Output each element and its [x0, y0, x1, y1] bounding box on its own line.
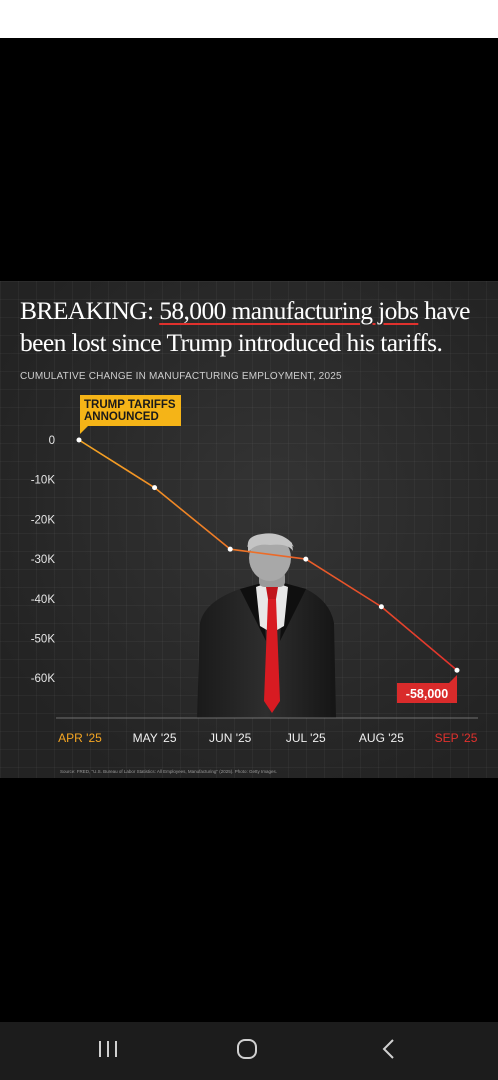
- data-point: [76, 437, 82, 443]
- x-axis: APR '25 MAY '25 JUN '25 JUL '25 AUG '25 SEP '…: [58, 731, 478, 745]
- callout-pointer: [80, 426, 88, 434]
- series-segment: [78, 439, 156, 489]
- series-segment: [154, 487, 231, 550]
- headline-suffix: have been lost since Trump introduced hi…: [20, 296, 470, 357]
- series-segment: [305, 558, 382, 608]
- trump-photo: [197, 533, 336, 718]
- y-axis: 0 -10K -20K -30K -40K -50K -60K: [31, 435, 56, 685]
- chart-subtitle: CUMULATIVE CHANGE IN MANUFACTURING EMPLO…: [20, 371, 342, 382]
- y-tick-label: -40K: [31, 594, 56, 606]
- headline-highlight: 58,000 manufacturing jobs: [159, 296, 419, 325]
- y-tick-label: -30K: [31, 554, 56, 566]
- status-bar: [0, 0, 498, 38]
- x-tick-label: AUG '25: [359, 731, 404, 745]
- x-tick-label: APR '25: [58, 731, 102, 745]
- callout-text: ANNOUNCED: [84, 411, 159, 423]
- headline-prefix: BREAKING:: [20, 296, 160, 325]
- end-label-box: [397, 683, 457, 703]
- system-nav-bar: [0, 1022, 498, 1080]
- source-note: Source: FRED, "U.S. Bureau of Labor Stat…: [60, 769, 278, 774]
- home-button[interactable]: [236, 1038, 258, 1060]
- headline: BREAKING: 58,000 manufacturing jobs have…: [20, 295, 485, 359]
- x-tick-label: SEP '25: [435, 731, 478, 745]
- data-point: [303, 556, 309, 562]
- x-tick-label: JUL '25: [286, 731, 326, 745]
- data-point: [152, 485, 158, 491]
- data-point: [454, 667, 460, 673]
- y-tick-label: -60K: [31, 673, 56, 685]
- series-segment: [380, 606, 458, 671]
- infographic-card: BREAKING: 58,000 manufacturing jobs have…: [0, 281, 498, 778]
- callout-box: [80, 395, 181, 426]
- end-label-text: -58,000: [406, 687, 448, 701]
- back-button[interactable]: [378, 1038, 400, 1060]
- end-label-pointer: [449, 675, 457, 683]
- end-value-label: -58,000: [397, 675, 457, 703]
- data-points: [76, 437, 460, 673]
- x-tick-label: JUN '25: [209, 731, 252, 745]
- data-point: [227, 546, 233, 552]
- y-tick-label: -50K: [31, 634, 56, 646]
- series-segment: [230, 548, 306, 560]
- y-tick-label: -10K: [31, 475, 56, 487]
- data-point: [378, 604, 384, 610]
- recent-apps-button[interactable]: [97, 1038, 119, 1060]
- series-line: [78, 439, 458, 671]
- line-chart: 0 -10K -20K -30K -40K -50K -60K APR '25 MAY '25…: [31, 395, 478, 745]
- y-tick-label: -20K: [31, 514, 56, 526]
- y-tick-label: 0: [49, 435, 55, 447]
- callout-text: TRUMP TARIFFS: [84, 399, 176, 411]
- x-tick-label: MAY '25: [133, 731, 177, 745]
